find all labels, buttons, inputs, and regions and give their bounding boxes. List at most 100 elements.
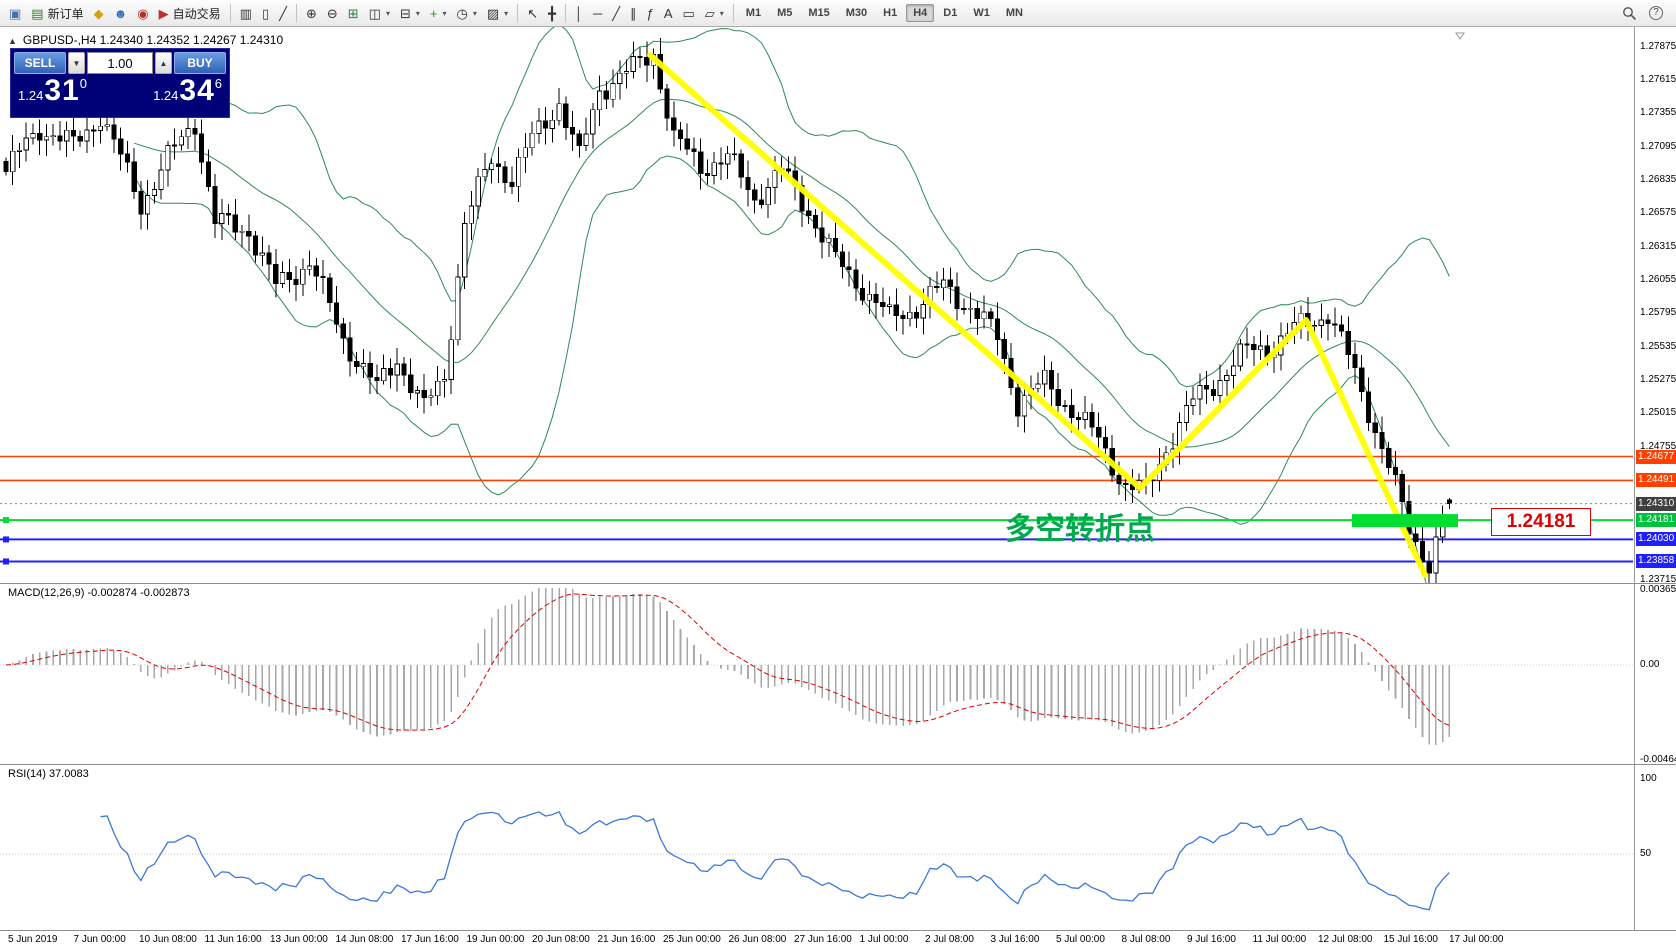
timeframe-button-mn[interactable]: MN	[1005, 7, 1023, 19]
community-icon-glyph: ◉	[137, 5, 149, 21]
macd-scale-label: 0.003658	[1640, 584, 1676, 595]
time-axis[interactable]: 5 Jun 2019 7 Jun 00:00 10 Jun 08:00 11 Jun …	[0, 930, 1676, 949]
price-label: 1.25795	[1640, 307, 1676, 319]
toolbar-separator	[295, 4, 297, 22]
timeframe-button-h4[interactable]: H4	[906, 4, 935, 22]
chart-shift-marker[interactable]	[1455, 32, 1465, 40]
cascade-windows-icon[interactable]: ◫ ▾	[364, 3, 395, 24]
sell-button[interactable]: SELL	[14, 52, 66, 74]
time-label: 3 Jul 16:00	[990, 934, 1040, 945]
help-icon[interactable]: ?	[1644, 3, 1668, 24]
indicators-icon-glyph: +	[429, 5, 438, 21]
question-glyph: ?	[1649, 6, 1663, 20]
new-order-button-label: 新订单	[47, 6, 84, 21]
accounts-icon[interactable]: ☻	[109, 3, 133, 24]
timeframe-button-m1[interactable]: M1	[745, 7, 762, 19]
toolbar-separator	[732, 4, 734, 22]
macd-name: MACD(12,26,9)	[8, 587, 85, 599]
fibonacci-icon[interactable]: ƒ	[642, 3, 659, 24]
sell-price-display: 1.24 31 0	[18, 76, 87, 106]
indicators-icon[interactable]: + ▾	[425, 3, 452, 24]
rsi-label: RSI(14) 37.0083	[8, 768, 89, 780]
timeframe-button-d1[interactable]: D1	[943, 7, 958, 19]
volume-decrease-button[interactable]: ▼	[68, 52, 85, 74]
zoom-out-icon[interactable]: ⊖	[322, 3, 343, 24]
symbol-ohlc-text: GBPUSD-,H4 1.24340 1.24352 1.24267 1.243…	[22, 33, 284, 47]
autotrading-button-glyph: ▶	[158, 5, 169, 21]
time-label: 5 Jul 00:00	[1056, 934, 1105, 945]
time-label: 19 Jun 00:00	[466, 934, 525, 945]
equidistant-channel-icon[interactable]: ∥	[625, 3, 642, 24]
crosshair-icon-glyph: ╋	[548, 5, 556, 21]
trendline-icon[interactable]: ╱	[607, 3, 625, 24]
timeframe-button-m5[interactable]: M5	[777, 7, 793, 19]
price-scale-separator	[1634, 27, 1635, 583]
rsi-indicator-panel[interactable]: RSI(14) 37.0083 100 50	[0, 764, 1676, 930]
volume-input[interactable]	[87, 52, 153, 74]
timeframe-button-m15[interactable]: M15	[808, 7, 830, 19]
price-tag-1.24310: 1.24310	[1636, 496, 1676, 511]
equidistant-channel-icon-glyph: ∥	[630, 5, 637, 21]
tile-windows-icon[interactable]: ⊞	[343, 3, 364, 24]
arrange-windows-icon[interactable]: ⊟ ▾	[395, 3, 425, 24]
community-icon[interactable]: ◉	[132, 3, 153, 24]
bar-chart-icon[interactable]: ▥	[235, 3, 257, 24]
time-label: 14 Jun 08:00	[335, 934, 394, 945]
dropdown-arrow-icon: ▾	[504, 8, 509, 18]
time-label: 2 Jul 08:00	[925, 934, 974, 945]
timeframe-button-h1[interactable]: H1	[883, 7, 898, 19]
macd-indicator-panel[interactable]: MACD(12,26,9) -0.002874 -0.002873 0.0036…	[0, 583, 1676, 765]
macd-histogram	[11, 588, 1451, 745]
line-anchor-marker[interactable]	[3, 558, 9, 565]
timeframe-button-m30[interactable]: M30	[845, 7, 868, 19]
price-label: 1.23715	[1640, 573, 1676, 585]
rsi-scale-separator	[1634, 765, 1635, 930]
time-label: 27 Jun 16:00	[794, 934, 852, 945]
line-anchor-marker[interactable]	[3, 536, 9, 543]
price-label: 1.26575	[1640, 207, 1676, 219]
chart-window-icon-glyph: ▣	[9, 5, 22, 21]
line-chart-icon[interactable]: ╱	[274, 3, 292, 24]
text-icon-glyph: A	[663, 5, 673, 21]
cursor-icon[interactable]: ↖	[522, 3, 543, 24]
new-order-button[interactable]: ▤ 新订单	[26, 3, 88, 24]
vertical-line-icon[interactable]: │	[570, 3, 588, 24]
text-icon[interactable]: A	[659, 3, 678, 24]
macd-values: -0.002874 -0.002873	[87, 587, 190, 599]
main-chart-panel[interactable]: ▲ GBPUSD-,H4 1.24340 1.24352 1.24267 1.24…	[0, 27, 1676, 585]
volume-increase-button[interactable]: ▲	[155, 52, 172, 74]
text-label-icon-glyph: ▭	[682, 5, 695, 21]
price-chart	[0, 27, 1633, 583]
time-label: 12 Jul 08:00	[1318, 934, 1373, 945]
templates-icon[interactable]: ▨ ▾	[482, 3, 513, 24]
time-label: 20 Jun 08:00	[532, 934, 590, 945]
buy-button[interactable]: BUY	[174, 52, 226, 74]
autotrading-button[interactable]: ▶ 自动交易	[154, 3, 226, 24]
time-label: 25 Jun 00:00	[663, 934, 721, 945]
timeframe-button-w1[interactable]: W1	[973, 7, 990, 19]
text-label-icon[interactable]: ▭	[677, 3, 699, 24]
price-callout-box[interactable]: 1.24181	[1491, 508, 1591, 536]
horizontal-line-icon[interactable]: ─	[588, 3, 607, 24]
zoom-in-icon[interactable]: ⊕	[301, 3, 322, 24]
vertical-line-icon-glyph: │	[574, 5, 584, 21]
sell-price-sup: 0	[79, 76, 87, 91]
candlestick-chart-icon[interactable]: ▯	[257, 3, 274, 24]
depth-of-market-icon[interactable]: ◆	[89, 3, 109, 24]
main-toolbar: ▣ ▤ 新订单 ◆ ☻ ◉ ▶ 自动交易 ▥ ▯ ╱ ⊕ ⊖ ⊞ ◫ ▾ ⊟ ▾ + ▾ ◷ ▾ ▨ ▾ ↖ ╋ │ ─ ╱ ∥ ƒ A ▭ ▱ ▾…	[0, 0, 1676, 27]
line-anchor-marker[interactable]	[3, 517, 9, 524]
search-icon[interactable]	[1617, 3, 1642, 24]
time-label: 26 Jun 08:00	[728, 934, 787, 945]
chart-annotation-text[interactable]: 多空转折点	[1005, 513, 1155, 546]
crosshair-icon[interactable]: ╋	[543, 3, 561, 24]
dropdown-arrow-icon: ▾	[442, 8, 447, 18]
periods-icon[interactable]: ◷ ▾	[452, 3, 482, 24]
trendline-annotation[interactable]	[647, 52, 1428, 578]
rsi-chart	[0, 810, 1633, 911]
support-highlight-bar[interactable]	[1352, 514, 1458, 528]
price-label: 1.26055	[1640, 273, 1676, 285]
shapes-icon[interactable]: ▱ ▾	[700, 3, 729, 24]
chart-window-icon[interactable]: ▣	[4, 3, 26, 24]
trade-panel-collapse-arrow[interactable]: ▲	[8, 36, 17, 46]
